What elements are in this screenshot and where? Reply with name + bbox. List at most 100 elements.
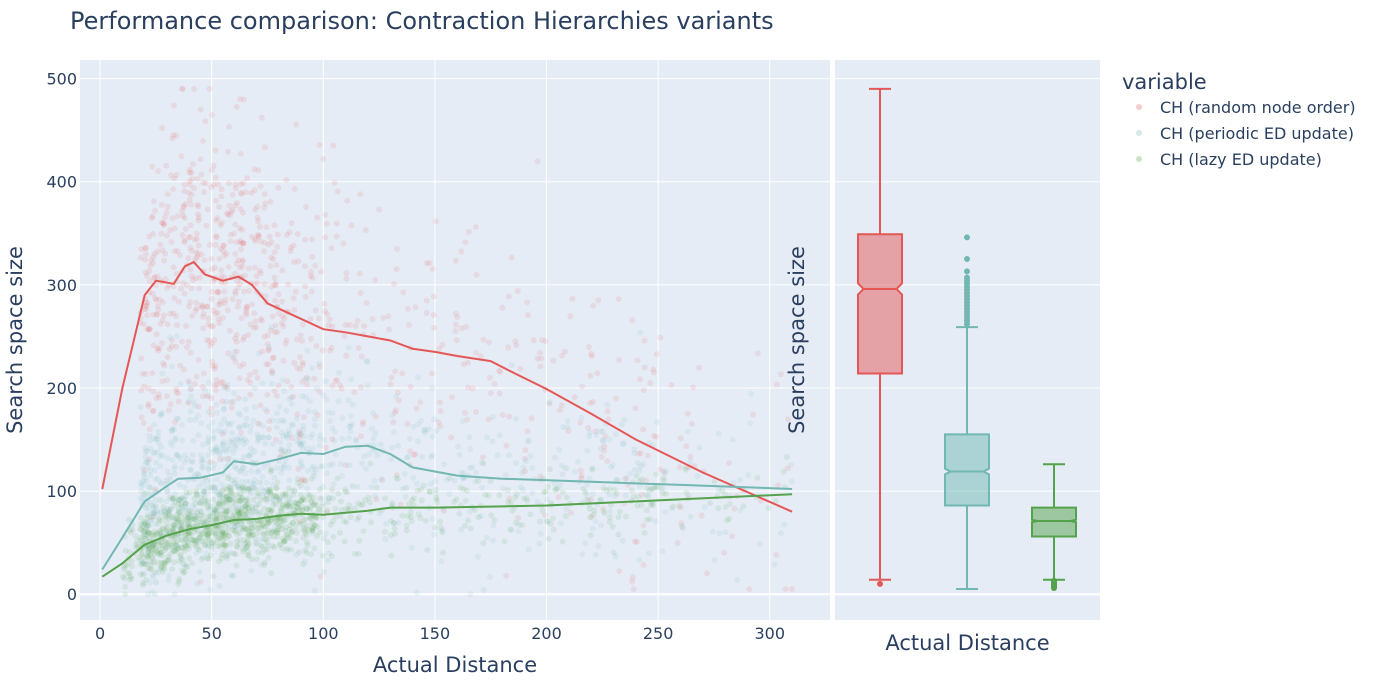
- scatter-point: [173, 534, 180, 541]
- scatter-point: [246, 528, 253, 535]
- scatter-point: [189, 537, 195, 544]
- scatter-point: [239, 257, 246, 264]
- scatter-point: [220, 406, 227, 413]
- scatter-point: [516, 521, 523, 528]
- scatter-point: [174, 322, 180, 329]
- scatter-point: [185, 511, 192, 518]
- scatter-point: [563, 506, 570, 513]
- scatter-point: [151, 274, 158, 281]
- scatter-point: [471, 507, 478, 513]
- scatter-point: [164, 377, 170, 384]
- scatter-point: [219, 500, 226, 507]
- scatter-point: [155, 515, 162, 522]
- scatter-point: [185, 532, 192, 539]
- scatter-point: [193, 373, 200, 380]
- scatter-point: [430, 311, 437, 318]
- scatter-point: [155, 347, 162, 354]
- scatter-point: [235, 410, 242, 417]
- scatter-point: [564, 418, 571, 424]
- scatter-point: [236, 498, 243, 505]
- scatter-point: [175, 497, 182, 504]
- scatter-point: [164, 455, 171, 462]
- scatter-point: [189, 537, 195, 544]
- scatter-point: [207, 512, 214, 519]
- scatter-point: [312, 262, 319, 269]
- scatter-point: [205, 321, 212, 328]
- scatter-point: [530, 337, 537, 344]
- scatter-point: [148, 516, 155, 523]
- scatter-point: [156, 296, 163, 303]
- scatter-point: [255, 501, 262, 508]
- scatter-point: [601, 510, 608, 517]
- scatter-point: [508, 527, 515, 533]
- scatter-point: [174, 511, 181, 518]
- scatter-point: [789, 586, 795, 593]
- scatter-point: [187, 181, 193, 188]
- scatter-point: [248, 524, 255, 531]
- scatter-point: [251, 481, 258, 488]
- scatter-point: [248, 521, 255, 528]
- scatter-point: [156, 542, 163, 549]
- scatter-point: [219, 487, 226, 494]
- scatter-point: [367, 460, 374, 467]
- scatter-point: [209, 340, 216, 347]
- scatter-point: [182, 512, 189, 519]
- scatter-point: [307, 503, 314, 510]
- scatter-point: [224, 148, 231, 155]
- scatter-point: [425, 426, 432, 433]
- scatter-point: [494, 452, 501, 459]
- scatter-point: [155, 302, 161, 309]
- scatter-point: [754, 350, 761, 357]
- scatter-point: [225, 504, 232, 511]
- scatter-point: [205, 504, 212, 511]
- scatter-point: [598, 522, 604, 529]
- scatter-point: [154, 559, 161, 566]
- scatter-point: [295, 480, 301, 486]
- scatter-point: [553, 485, 560, 492]
- scatter-point: [587, 514, 594, 521]
- scatter-point: [181, 459, 188, 466]
- scatter-point: [232, 476, 239, 483]
- scatter-point: [253, 540, 260, 547]
- scatter-point: [297, 520, 304, 527]
- scatter-point: [529, 490, 536, 497]
- scatter-point: [275, 291, 282, 298]
- scatter-point: [202, 118, 209, 125]
- scatter-point: [198, 509, 205, 515]
- scatter-point: [238, 435, 244, 442]
- scatter-point: [218, 219, 225, 226]
- scatter-point: [376, 510, 383, 517]
- scatter-point: [242, 507, 249, 514]
- scatter-point: [329, 486, 336, 493]
- scatter-point: [145, 505, 152, 512]
- scatter-point: [151, 591, 158, 598]
- scatter-point: [178, 504, 185, 511]
- scatter-point: [176, 578, 183, 585]
- scatter-point: [255, 233, 262, 240]
- scatter-point: [227, 212, 234, 219]
- scatter-point: [209, 419, 216, 426]
- scatter-point: [286, 477, 293, 484]
- scatter-point: [512, 338, 519, 345]
- scatter-point: [237, 497, 244, 504]
- scatter-point: [245, 331, 252, 338]
- scatter-point: [670, 503, 677, 510]
- scatter-point: [294, 336, 300, 343]
- scatter-point: [219, 551, 226, 558]
- scatter-point: [287, 522, 294, 529]
- scatter-point: [342, 321, 349, 328]
- scatter-point: [219, 494, 226, 501]
- scatter-point: [216, 491, 223, 498]
- scatter-point: [249, 531, 256, 538]
- scatter-point: [147, 445, 154, 452]
- scatter-point: [190, 537, 197, 544]
- scatter-point: [346, 502, 353, 509]
- legend-entry: CH (periodic ED update): [1160, 124, 1354, 143]
- scatter-point: [472, 478, 479, 485]
- scatter-point: [147, 262, 154, 269]
- scatter-point: [247, 391, 254, 398]
- scatter-point: [231, 527, 238, 534]
- scatter-point: [185, 518, 191, 525]
- scatter-point: [150, 541, 156, 548]
- scatter-point: [598, 453, 605, 460]
